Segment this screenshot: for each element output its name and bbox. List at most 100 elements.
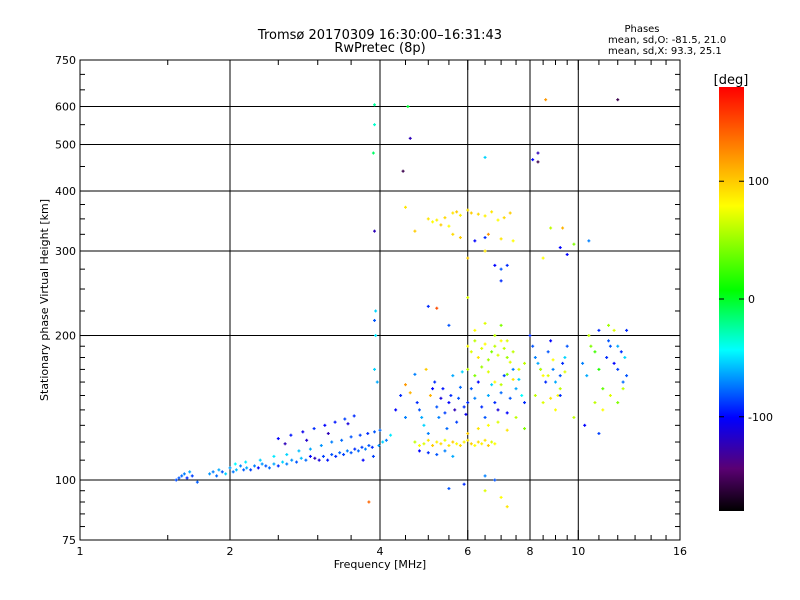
data-point — [460, 370, 464, 374]
data-point — [313, 456, 317, 460]
data-point — [490, 210, 494, 214]
data-point — [466, 367, 470, 371]
data-point — [285, 462, 289, 466]
data-point — [447, 444, 451, 448]
data-point — [435, 218, 439, 222]
data-point — [260, 462, 264, 466]
data-point — [182, 472, 186, 476]
data-point — [462, 440, 466, 444]
data-point — [565, 344, 569, 348]
data-point — [447, 323, 451, 327]
data-point — [455, 442, 459, 446]
data-point — [483, 155, 487, 159]
data-point — [476, 212, 480, 216]
data-point — [439, 442, 443, 446]
data-point — [373, 430, 377, 434]
data-point — [483, 342, 487, 346]
data-point — [612, 328, 616, 332]
x-tick-label: 2 — [227, 545, 234, 558]
data-point — [480, 405, 484, 409]
data-point — [511, 377, 515, 381]
data-point — [435, 405, 439, 409]
data-point — [616, 401, 620, 405]
grid — [80, 60, 680, 540]
data-point — [466, 344, 470, 348]
data-point — [502, 346, 506, 350]
data-point — [517, 367, 521, 371]
data-point — [413, 440, 417, 444]
data-point — [508, 360, 512, 364]
data-point — [338, 451, 342, 455]
data-point — [449, 394, 453, 398]
data-point — [486, 358, 490, 362]
data-point — [299, 456, 303, 460]
data-point — [249, 468, 253, 472]
data-point — [572, 242, 576, 246]
data-point — [420, 415, 424, 419]
data-point — [437, 415, 441, 419]
data-point — [290, 458, 294, 462]
data-point — [361, 458, 365, 462]
data-point — [585, 374, 589, 378]
data-point — [496, 408, 500, 412]
data-point — [441, 387, 445, 391]
data-point — [466, 401, 470, 405]
data-point — [587, 334, 591, 338]
data-point — [333, 420, 337, 424]
data-point — [583, 423, 587, 427]
data-point — [607, 323, 611, 327]
data-point — [551, 367, 555, 371]
data-point — [558, 387, 562, 391]
colorbar-label: [deg] — [714, 73, 749, 88]
data-point — [523, 361, 527, 365]
data-point — [374, 309, 378, 313]
data-point — [342, 453, 346, 457]
data-point — [608, 344, 612, 348]
data-point — [625, 374, 629, 378]
data-point — [220, 470, 224, 474]
data-point — [447, 224, 451, 228]
data-point — [597, 432, 601, 436]
data-point — [373, 229, 377, 233]
data-point — [403, 415, 407, 419]
data-point — [496, 420, 500, 424]
data-point — [499, 237, 503, 241]
data-point — [539, 367, 543, 371]
data-point — [493, 442, 497, 446]
data-point — [295, 460, 299, 464]
data-point — [373, 318, 377, 322]
data-point — [505, 428, 509, 432]
data-point — [486, 423, 490, 427]
data-point — [536, 151, 540, 155]
data-point — [330, 453, 334, 457]
x-tick-label: 16 — [673, 545, 687, 558]
data-point — [469, 442, 473, 446]
data-point — [458, 385, 462, 389]
data-point — [422, 442, 426, 446]
data-point — [289, 433, 293, 437]
data-point — [493, 263, 497, 267]
data-point — [451, 454, 455, 458]
data-point — [435, 440, 439, 444]
data-point — [451, 440, 455, 444]
data-point — [493, 334, 497, 338]
data-point — [366, 432, 370, 436]
colorbar: [deg] 100 0 -100 — [714, 73, 773, 511]
data-point — [476, 355, 480, 359]
data-point — [188, 470, 192, 474]
data-point — [616, 367, 620, 371]
x-axis-label: Frequency [MHz] — [334, 558, 426, 571]
data-point — [476, 380, 480, 384]
colorbar-ticks: 100 0 -100 — [719, 175, 773, 424]
data-point — [308, 447, 312, 451]
data-point — [499, 279, 503, 283]
data-point — [208, 472, 212, 476]
data-point — [608, 394, 612, 398]
data-point — [511, 367, 515, 371]
data-point — [367, 444, 371, 448]
data-point — [283, 442, 287, 446]
data-point — [358, 433, 362, 437]
data-point — [281, 460, 285, 464]
data-point — [451, 232, 455, 236]
data-point — [224, 472, 228, 476]
